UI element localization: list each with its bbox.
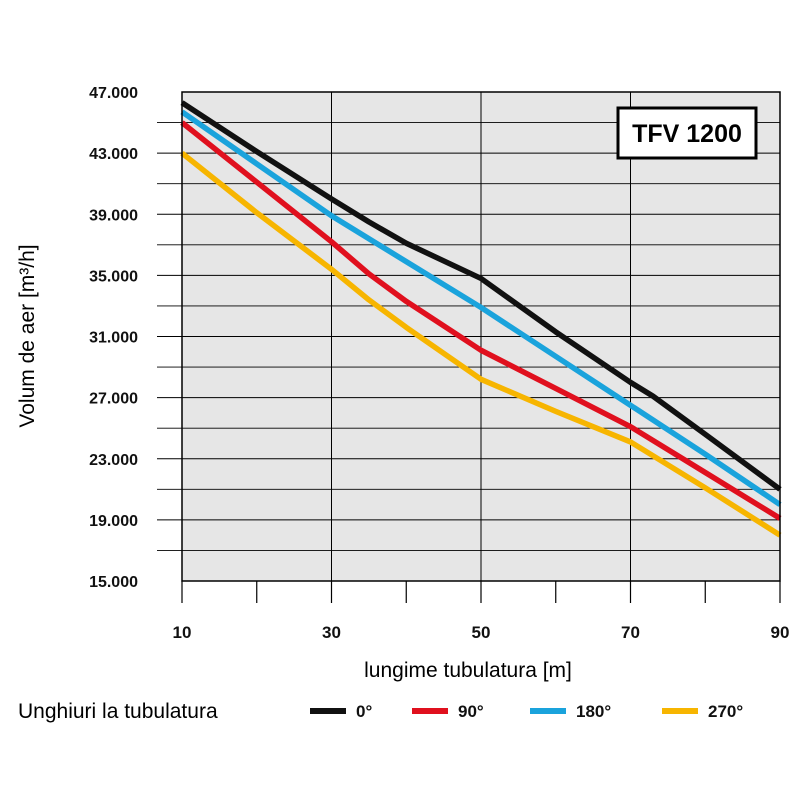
series-line-0deg xyxy=(180,100,782,492)
y-tick-label: 19.000 xyxy=(89,513,138,530)
y-tick-label: 43.000 xyxy=(89,146,138,163)
legend-label: 0° xyxy=(356,702,372,721)
legend-label: 180° xyxy=(576,702,611,721)
x-axis-title: lungime tubulatura [m] xyxy=(364,659,572,682)
plot-frame xyxy=(181,91,781,582)
y-tick-label: 35.000 xyxy=(89,268,138,285)
series-lines xyxy=(180,100,782,538)
model-title: TFV 1200 xyxy=(632,120,742,148)
tick-labels: 15.000 19.000 23.000 27.000 31.000 35.000 39.0… xyxy=(89,85,789,642)
legend-label: 270° xyxy=(708,702,743,721)
x-tick-label: 90 xyxy=(771,623,790,642)
series-line-90deg xyxy=(180,120,782,521)
series-line-180deg xyxy=(180,109,782,507)
y-tick-label: 27.000 xyxy=(89,391,138,408)
y-axis-title: Volum de aer [m³/h] xyxy=(16,244,39,427)
legend-label: 90° xyxy=(458,702,484,721)
legend: Unghiuri la tubulatura 0° 90° 180° 270° xyxy=(18,700,743,723)
x-tick-label: 70 xyxy=(621,623,640,642)
x-tick-label: 50 xyxy=(472,623,491,642)
y-tick-label: 15.000 xyxy=(89,574,138,591)
series-line-270deg xyxy=(180,150,782,538)
x-tick-label: 30 xyxy=(322,623,341,642)
model-badge-box xyxy=(616,106,758,160)
y-tick-label: 39.000 xyxy=(89,207,138,224)
y-tick-label: 47.000 xyxy=(89,85,138,102)
y-tick-label: 23.000 xyxy=(89,452,138,469)
legend-title: Unghiuri la tubulatura xyxy=(18,700,218,723)
model-badge: TFV 1200 xyxy=(616,106,758,160)
x-tick-label: 10 xyxy=(173,623,192,642)
y-tick-label: 31.000 xyxy=(89,330,138,347)
